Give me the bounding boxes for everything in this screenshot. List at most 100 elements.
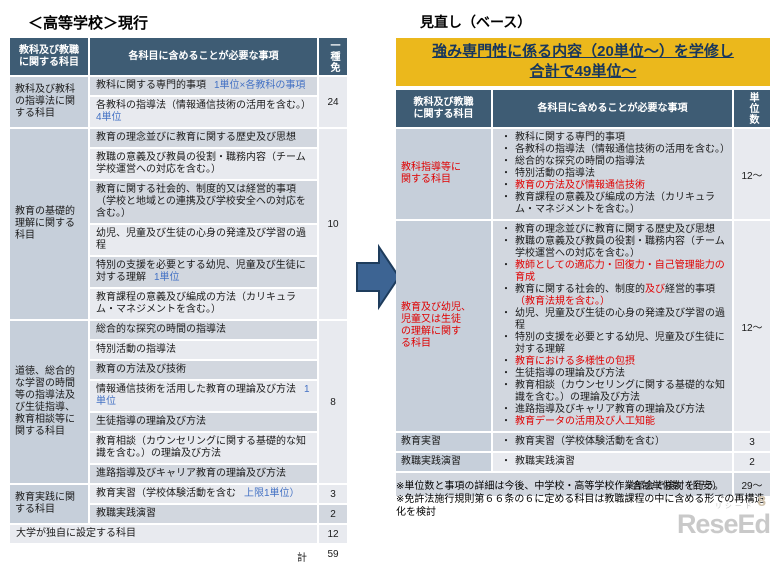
subject-cell: 教育実践に関 する科目: [10, 485, 88, 523]
bullet-item: ・生徒指導の理論及び方法: [501, 368, 726, 380]
item-cell: 教育相談（カウンセリングに関する基礎的な知識を含む。）の理論及び方法: [90, 433, 317, 463]
subject-cell: 教育及び幼児、 児童又は生徒 の理解に関す る科目: [396, 221, 491, 431]
bullet-marker: ・: [501, 436, 511, 447]
university-row: 大学が独自に設定する科目 12: [10, 525, 347, 543]
bullet-text-segment: （教育法規を含む。）: [515, 296, 610, 307]
current-curriculum-table: 教科及び教職 に関する科目 各科目に含めることが必要な事項 一種免 教科及び教科…: [10, 38, 347, 568]
bullet-item: ・教師としての適応力・回復力・自己管理能力の育成: [501, 260, 726, 284]
bullet-marker: ・: [501, 380, 511, 391]
university-subject-cell: 大学が独自に設定する科目: [10, 525, 317, 543]
item-row: 幼児、児童及び生徒の心身の発達及び学習の過程: [90, 225, 317, 255]
bullet-item: ・各教科の指導法（情報通信技術の活用を含む。）: [501, 144, 730, 156]
item-row: 教職実践演習 2: [90, 505, 347, 523]
total-label: 計: [297, 553, 307, 564]
revision-banner: 強み専門性に係る内容（20単位～）を学修し 合計で49単位～: [396, 38, 770, 86]
right-section-title: 見直し（ベース）: [420, 14, 532, 30]
items-column: 教科に関する専門的事項 1単位×各教科の事項 各教科の指導法（情報通信技術の活用を含…: [90, 77, 317, 127]
footnote-2: ※免許法施行規則第６６条の６に定める科目は教職課程の中に含める形での再構造化を検…: [396, 494, 765, 518]
header-items-column: 各科目に含めることが必要な事項: [493, 90, 732, 127]
banner-line-2: 合計で49単位～: [529, 63, 637, 80]
item-row: 教科に関する専門的事項 1単位×各教科の事項: [90, 77, 317, 95]
bullet-item: ・教科に関する専門的事項: [501, 132, 726, 144]
total-value: 59: [327, 549, 339, 560]
bullet-text: 教職実践演習: [515, 456, 575, 467]
item-row: 教育に関する社会的、制度的又は経営的事項（学校と地域との連携及び学校安全への対応…: [90, 181, 317, 223]
bullet-text: 総合的な探究の時間の指導法: [515, 156, 645, 167]
item-cell: 教職実践演習: [90, 505, 317, 523]
bullet-marker: ・: [501, 356, 511, 367]
item-row: 教育の方法及び技術: [90, 361, 317, 379]
item-cell: 進路指導及びキャリア教育の理論及び方法: [90, 465, 317, 483]
bullet-text: 教育に関する社会的、制度的及び経営的事項 （教育法規を含む。）: [515, 284, 726, 308]
bullet-item: ・総合的な探究の時間の指導法: [501, 156, 726, 168]
subject-cell: 道徳、総合的 な学習の時間 等の指導法及 び生徒指導、 教育相談等に 関する科目: [10, 321, 88, 483]
bullet-marker: ・: [501, 284, 511, 295]
item-text: 進路指導及びキャリア教育の理論及び方法: [96, 468, 286, 479]
bullet-text: 教育の方法及び情報通信技術: [515, 180, 645, 191]
item-row: 教育実習（学校体験活動を含む 上限1単位） 3: [90, 485, 347, 503]
item-cell: 教職の意義及び教員の役割・職務内容（チーム学校運営への対応を含む。）: [90, 149, 317, 179]
table-group: 教育の基礎的 理解に関する 科目 教育の理念並びに教育に関する歴史及び思想教職の意…: [10, 129, 347, 319]
items-column: 総合的な探究の時間の指導法 特別活動の指導法教育の方法及び技術情報通信技術を活用し…: [90, 321, 317, 483]
item-row: 生徒指導の理論及び方法: [90, 413, 317, 431]
bullet-text: 教育課程の意義及び編成の方法（カリキュラム・マネジメントを含む。）: [515, 192, 715, 215]
table-group: 教育実習・教育実習（学校体験活動を含む） 3: [396, 433, 770, 451]
item-cell: 幼児、児童及び生徒の心身の発達及び学習の過程: [90, 225, 317, 255]
subject-cell: 教育の基礎的 理解に関する 科目: [10, 129, 88, 319]
left-table-body: 教科及び教科 の指導法に関 する科目 教科に関する専門的事項 1単位×各教科の事項各…: [10, 77, 347, 523]
bullet-text: 生徒指導の理論及び方法: [515, 368, 625, 379]
subject-cell: 教職実践演習: [396, 453, 491, 471]
item-text: 特別の支援を必要とする幼児、児童及び生徒に対する理解: [96, 260, 306, 283]
total-value: 29～: [734, 473, 770, 496]
logo-ruby-text: リシード: [714, 503, 755, 510]
item-row: 教育課程の意義及び編成の方法（カリキュラム・マネジメントを含む。）: [90, 289, 317, 319]
item-row: 総合的な探究の時間の指導法: [90, 321, 317, 339]
bullet-text-segment: 教育に関する社会的、制度的: [515, 284, 645, 295]
item-row: 特別の支援を必要とする幼児、児童及び生徒に対する理解 1単位: [90, 257, 317, 287]
bullet-text: 各教科の指導法（情報通信技術の活用を含む。）: [515, 144, 730, 155]
bullet-text: 特別活動の指導法: [515, 168, 595, 179]
bullet-item: ・教育相談（カウンセリングに関する基礎的な知識を含む。）の理論及び方法: [501, 380, 726, 404]
items-column: 教育実習（学校体験活動を含む 上限1単位） 3 教職実践演習 2: [90, 485, 347, 523]
table-header-row: 教科及び教職 に関する科目 各科目に含めることが必要な事項 一種免: [10, 38, 347, 75]
total-row: 計 59: [10, 545, 347, 568]
left-section-title: ＜高等学校＞現行: [28, 15, 149, 32]
units-cell: 24: [319, 77, 347, 127]
right-table-body: 教科指導等に 関する科目・教科に関する専門的事項・各教科の指導法（情報通信技術の…: [396, 129, 770, 471]
bullet-item: ・教育における多様性の包摂: [501, 356, 726, 368]
item-cell: 教育の理念並びに教育に関する歴史及び思想: [90, 129, 317, 147]
item-row: 特別活動の指導法: [90, 341, 317, 359]
item-text: 教育の方法及び技術: [96, 364, 186, 375]
bullet-item: ・教育の方法及び情報通信技術: [501, 180, 726, 192]
bullet-text-segment: 及び: [645, 284, 665, 295]
item-cell: 特別の支援を必要とする幼児、児童及び生徒に対する理解 1単位: [90, 257, 317, 287]
header-items-column: 各科目に含めることが必要な事項: [90, 38, 317, 75]
item-row: 進路指導及びキャリア教育の理論及び方法: [90, 465, 317, 483]
slide-canvas: ＜高等学校＞現行 教科及び教職 に関する科目 各科目に含めることが必要な事項 一…: [10, 14, 771, 564]
bullet-marker: ・: [501, 180, 511, 191]
bullet-text: 幼児、児童及び生徒の心身の発達及び学習の過程: [515, 308, 725, 331]
table-group: 教科及び教科 の指導法に関 する科目 教科に関する専門的事項 1単位×各教科の事項各…: [10, 77, 347, 127]
bullet-text: 教科に関する専門的事項: [515, 132, 625, 143]
bullets-cell: ・教職実践演習: [493, 453, 732, 471]
units-cell: 12: [319, 525, 347, 543]
unit-note: 4単位: [96, 112, 122, 123]
bullet-text: 教育実習（学校体験活動を含む）: [515, 436, 665, 447]
header-subject-column: 教科及び教職 に関する科目: [396, 90, 491, 127]
units-cell: 2: [319, 505, 347, 523]
bullet-text: 特別の支援を必要とする幼児、児童及び生徒に対する理解: [515, 332, 725, 355]
subject-cell: 教育実習: [396, 433, 491, 451]
units-cell: 2: [734, 453, 770, 471]
table-group: 教育実践に関 する科目 教育実習（学校体験活動を含む 上限1単位） 3 教職実践演習 2: [10, 485, 347, 523]
footnote-1: ※単位数と事項の詳細は今後、中学校・高等学校作業部会で検討を行う。: [396, 481, 724, 492]
items-column: 教育の理念並びに教育に関する歴史及び思想教職の意義及び教員の役割・職務内容（チー…: [90, 129, 317, 319]
bullet-item: ・特別の支援を必要とする幼児、児童及び生徒に対する理解: [501, 332, 726, 356]
bullet-item: ・教育に関する社会的、制度的及び経営的事項 （教育法規を含む。）: [501, 284, 726, 308]
bullet-item: ・教職の意義及び教員の役割・職務内容（チーム学校運営への対応を含む。）: [501, 236, 726, 260]
item-text: 情報通信技術を活用した教育の理論及び方法: [96, 384, 296, 395]
item-cell: 情報通信技術を活用した教育の理論及び方法 1単位: [90, 381, 317, 411]
total-row: 合計単位数（目安） 29～: [396, 473, 770, 496]
unit-note: 1単位: [96, 384, 310, 407]
bullet-item: ・教育の理念並びに教育に関する歴史及び思想: [501, 224, 726, 236]
unit-note: 1単位×各教科の事項: [214, 80, 306, 91]
